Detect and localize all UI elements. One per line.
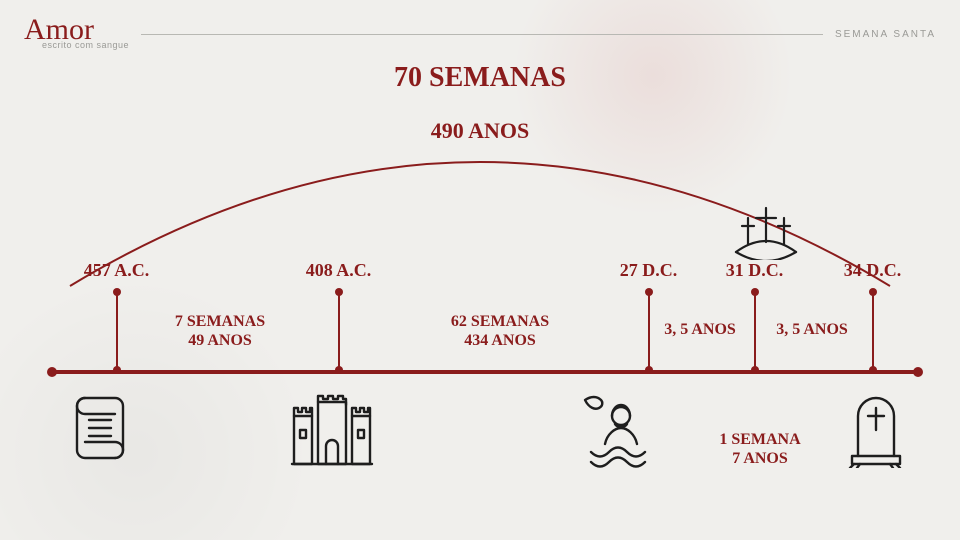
tombstone-icon [846, 390, 906, 468]
segment-35anos-a: 3, 5 ANOS [664, 320, 736, 339]
segment-line1: 7 SEMANAS [175, 312, 265, 331]
marker-date: 457 A.C. [84, 260, 150, 281]
marker-date: 34 D.C. [844, 260, 902, 281]
marker-date: 31 D.C. [726, 260, 784, 281]
calvary-icon [730, 200, 802, 265]
brand-script: Amor [24, 18, 129, 42]
marker-stem [872, 292, 874, 370]
brand: Amor escrito com sangue [24, 18, 129, 50]
marker-dot-bottom [645, 366, 653, 374]
castle-icon [288, 390, 376, 470]
marker-dot-bottom [113, 366, 121, 374]
marker-stem [116, 292, 118, 370]
marker-dot-bottom [751, 366, 759, 374]
timeline-axis [52, 370, 918, 374]
sum-line2: 7 ANOS [719, 449, 800, 468]
marker-date: 408 A.C. [306, 260, 372, 281]
segment-line2: 49 ANOS [175, 331, 265, 350]
marker-stem [648, 292, 650, 370]
marker-stem [338, 292, 340, 370]
header-rule [141, 34, 823, 35]
segment-line2: 434 ANOS [451, 331, 549, 350]
sum-line1: 1 SEMANA [719, 430, 800, 449]
marker-date: 27 D.C. [620, 260, 678, 281]
segment-62semanas: 62 SEMANAS 434 ANOS [451, 312, 549, 350]
scroll-icon [71, 390, 129, 466]
baptism-icon [577, 390, 655, 472]
title-main: 70 SEMANAS [0, 62, 960, 94]
marker-dot-bottom [335, 366, 343, 374]
segment-7semanas: 7 SEMANAS 49 ANOS [175, 312, 265, 350]
segment-line1: 62 SEMANAS [451, 312, 549, 331]
segment-line1: 3, 5 ANOS [664, 320, 736, 339]
marker-stem [754, 292, 756, 370]
segment-35anos-b: 3, 5 ANOS [776, 320, 848, 339]
header: Amor escrito com sangue SEMANA SANTA [24, 18, 936, 50]
segment-line1: 3, 5 ANOS [776, 320, 848, 339]
sum-1semana: 1 SEMANA 7 ANOS [719, 430, 800, 468]
marker-dot-bottom [869, 366, 877, 374]
header-right-label: SEMANA SANTA [835, 29, 936, 40]
